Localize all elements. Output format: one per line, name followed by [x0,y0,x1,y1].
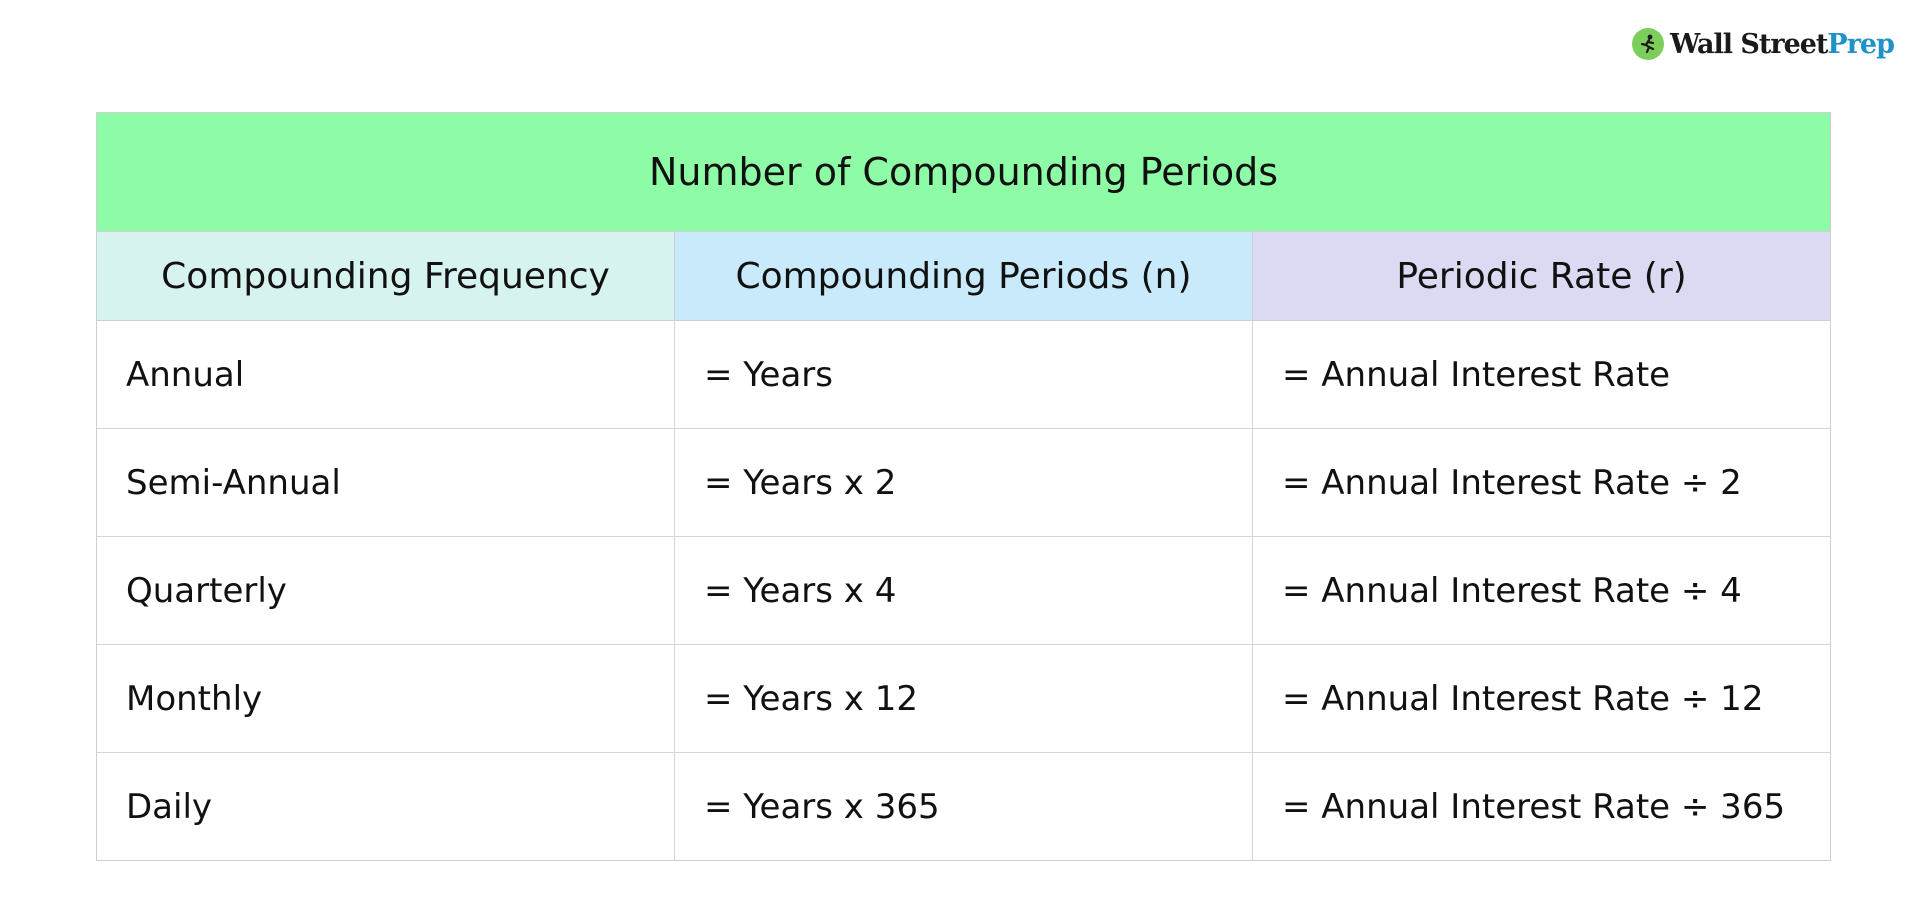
header-compounding-periods: Compounding Periods (n) [674,232,1252,320]
frequency-cell: Monthly [126,678,263,719]
table-row: Semi-Annual = Years x 2 = Annual Interes… [97,429,1830,537]
periods-cell: = Years x 4 [674,537,1252,644]
frequency-cell: Daily [126,786,213,827]
periods-cell: = Years x 12 [674,645,1252,752]
compounding-periods-table: Number of Compounding Periods Compoundin… [96,112,1831,861]
table-row: Daily = Years x 365 = Annual Interest Ra… [97,753,1830,860]
rate-cell: = Annual Interest Rate [1252,321,1830,428]
frequency-cell: Semi-Annual [126,462,341,503]
logo-word-prep: Prep [1827,28,1895,60]
table-title: Number of Compounding Periods [97,113,1830,232]
table-header-row: Compounding Frequency Compounding Period… [97,232,1830,321]
frequency-cell: Annual [126,354,245,395]
table-row: Monthly = Years x 12 = Annual Interest R… [97,645,1830,753]
rate-cell: = Annual Interest Rate ÷ 4 [1252,537,1830,644]
rate-cell: = Annual Interest Rate ÷ 12 [1252,645,1830,752]
header-compounding-frequency: Compounding Frequency [97,232,674,320]
periods-cell: = Years x 365 [674,753,1252,860]
logo-word-wall-street: Wall Street [1669,28,1828,60]
periods-cell: = Years x 2 [674,429,1252,536]
table-row: Annual = Years = Annual Interest Rate [97,321,1830,429]
rate-cell: = Annual Interest Rate ÷ 2 [1252,429,1830,536]
frequency-cell: Quarterly [126,570,287,611]
logo-wordmark: Wall StreetPrep [1669,28,1895,60]
header-periodic-rate: Periodic Rate (r) [1252,232,1830,320]
wall-street-prep-logo: Wall StreetPrep [1631,26,1895,62]
table-row: Quarterly = Years x 4 = Annual Interest … [97,537,1830,645]
periods-cell: = Years [674,321,1252,428]
rate-cell: = Annual Interest Rate ÷ 365 [1252,753,1830,860]
runner-icon [1631,28,1664,60]
